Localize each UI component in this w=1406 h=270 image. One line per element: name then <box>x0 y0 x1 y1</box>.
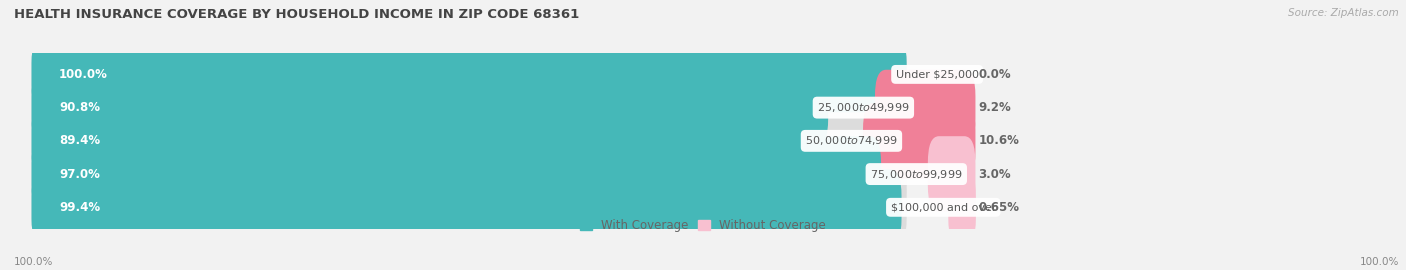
Text: $25,000 to $49,999: $25,000 to $49,999 <box>817 101 910 114</box>
FancyBboxPatch shape <box>863 103 976 179</box>
Text: 100.0%: 100.0% <box>1360 257 1399 267</box>
FancyBboxPatch shape <box>31 103 907 179</box>
FancyBboxPatch shape <box>31 136 907 212</box>
Text: $100,000 and over: $100,000 and over <box>890 202 995 212</box>
Text: 0.65%: 0.65% <box>979 201 1019 214</box>
FancyBboxPatch shape <box>31 70 828 146</box>
Text: 89.4%: 89.4% <box>59 134 100 147</box>
FancyBboxPatch shape <box>31 36 907 112</box>
Text: 0.0%: 0.0% <box>979 68 1011 81</box>
Text: Source: ZipAtlas.com: Source: ZipAtlas.com <box>1288 8 1399 18</box>
FancyBboxPatch shape <box>31 136 882 212</box>
Legend: With Coverage, Without Coverage: With Coverage, Without Coverage <box>579 219 827 232</box>
Text: 100.0%: 100.0% <box>59 68 108 81</box>
FancyBboxPatch shape <box>31 170 901 245</box>
FancyBboxPatch shape <box>948 170 976 245</box>
FancyBboxPatch shape <box>31 70 907 146</box>
Text: Under $25,000: Under $25,000 <box>896 69 979 79</box>
Text: 10.6%: 10.6% <box>979 134 1019 147</box>
FancyBboxPatch shape <box>31 170 907 245</box>
Text: $50,000 to $74,999: $50,000 to $74,999 <box>806 134 897 147</box>
FancyBboxPatch shape <box>928 136 976 212</box>
Text: HEALTH INSURANCE COVERAGE BY HOUSEHOLD INCOME IN ZIP CODE 68361: HEALTH INSURANCE COVERAGE BY HOUSEHOLD I… <box>14 8 579 21</box>
Text: 99.4%: 99.4% <box>59 201 100 214</box>
Text: 100.0%: 100.0% <box>14 257 53 267</box>
Text: 97.0%: 97.0% <box>59 168 100 181</box>
Text: 3.0%: 3.0% <box>979 168 1011 181</box>
Text: $75,000 to $99,999: $75,000 to $99,999 <box>870 168 963 181</box>
FancyBboxPatch shape <box>31 103 817 179</box>
FancyBboxPatch shape <box>875 70 976 146</box>
Text: 9.2%: 9.2% <box>979 101 1011 114</box>
Text: 90.8%: 90.8% <box>59 101 100 114</box>
FancyBboxPatch shape <box>31 36 907 112</box>
